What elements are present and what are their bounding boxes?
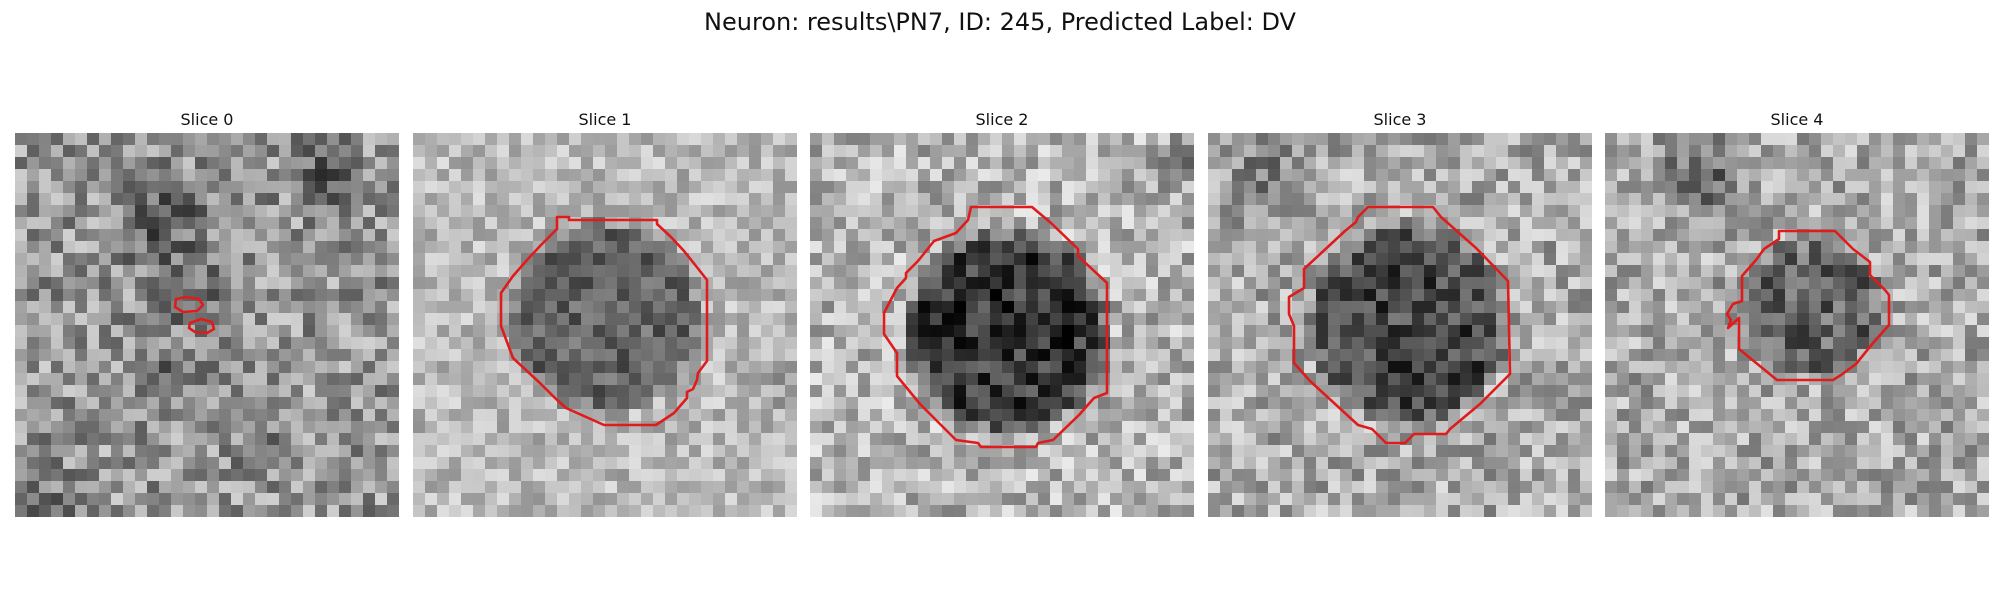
slice-4-pixels	[1605, 133, 1989, 517]
slice-3-pixels	[1208, 133, 1592, 517]
slice-0-title: Slice 0	[180, 110, 234, 129]
slice-1-pixels	[413, 133, 797, 517]
slice-3-title: Slice 3	[1373, 110, 1427, 129]
slice-1-title: Slice 1	[578, 110, 632, 129]
slice-2-image	[810, 133, 1194, 517]
slice-1-image	[413, 133, 797, 517]
slice-0-pixels	[15, 133, 399, 517]
slice-0-image	[15, 133, 399, 517]
figure-title: Neuron: results\PN7, ID: 245, Predicted …	[704, 8, 1296, 36]
slice-3-image	[1208, 133, 1592, 517]
slice-2-title: Slice 2	[975, 110, 1029, 129]
slice-2-pixels	[810, 133, 1194, 517]
slice-4-image	[1605, 133, 1989, 517]
slice-4-title: Slice 4	[1770, 110, 1824, 129]
